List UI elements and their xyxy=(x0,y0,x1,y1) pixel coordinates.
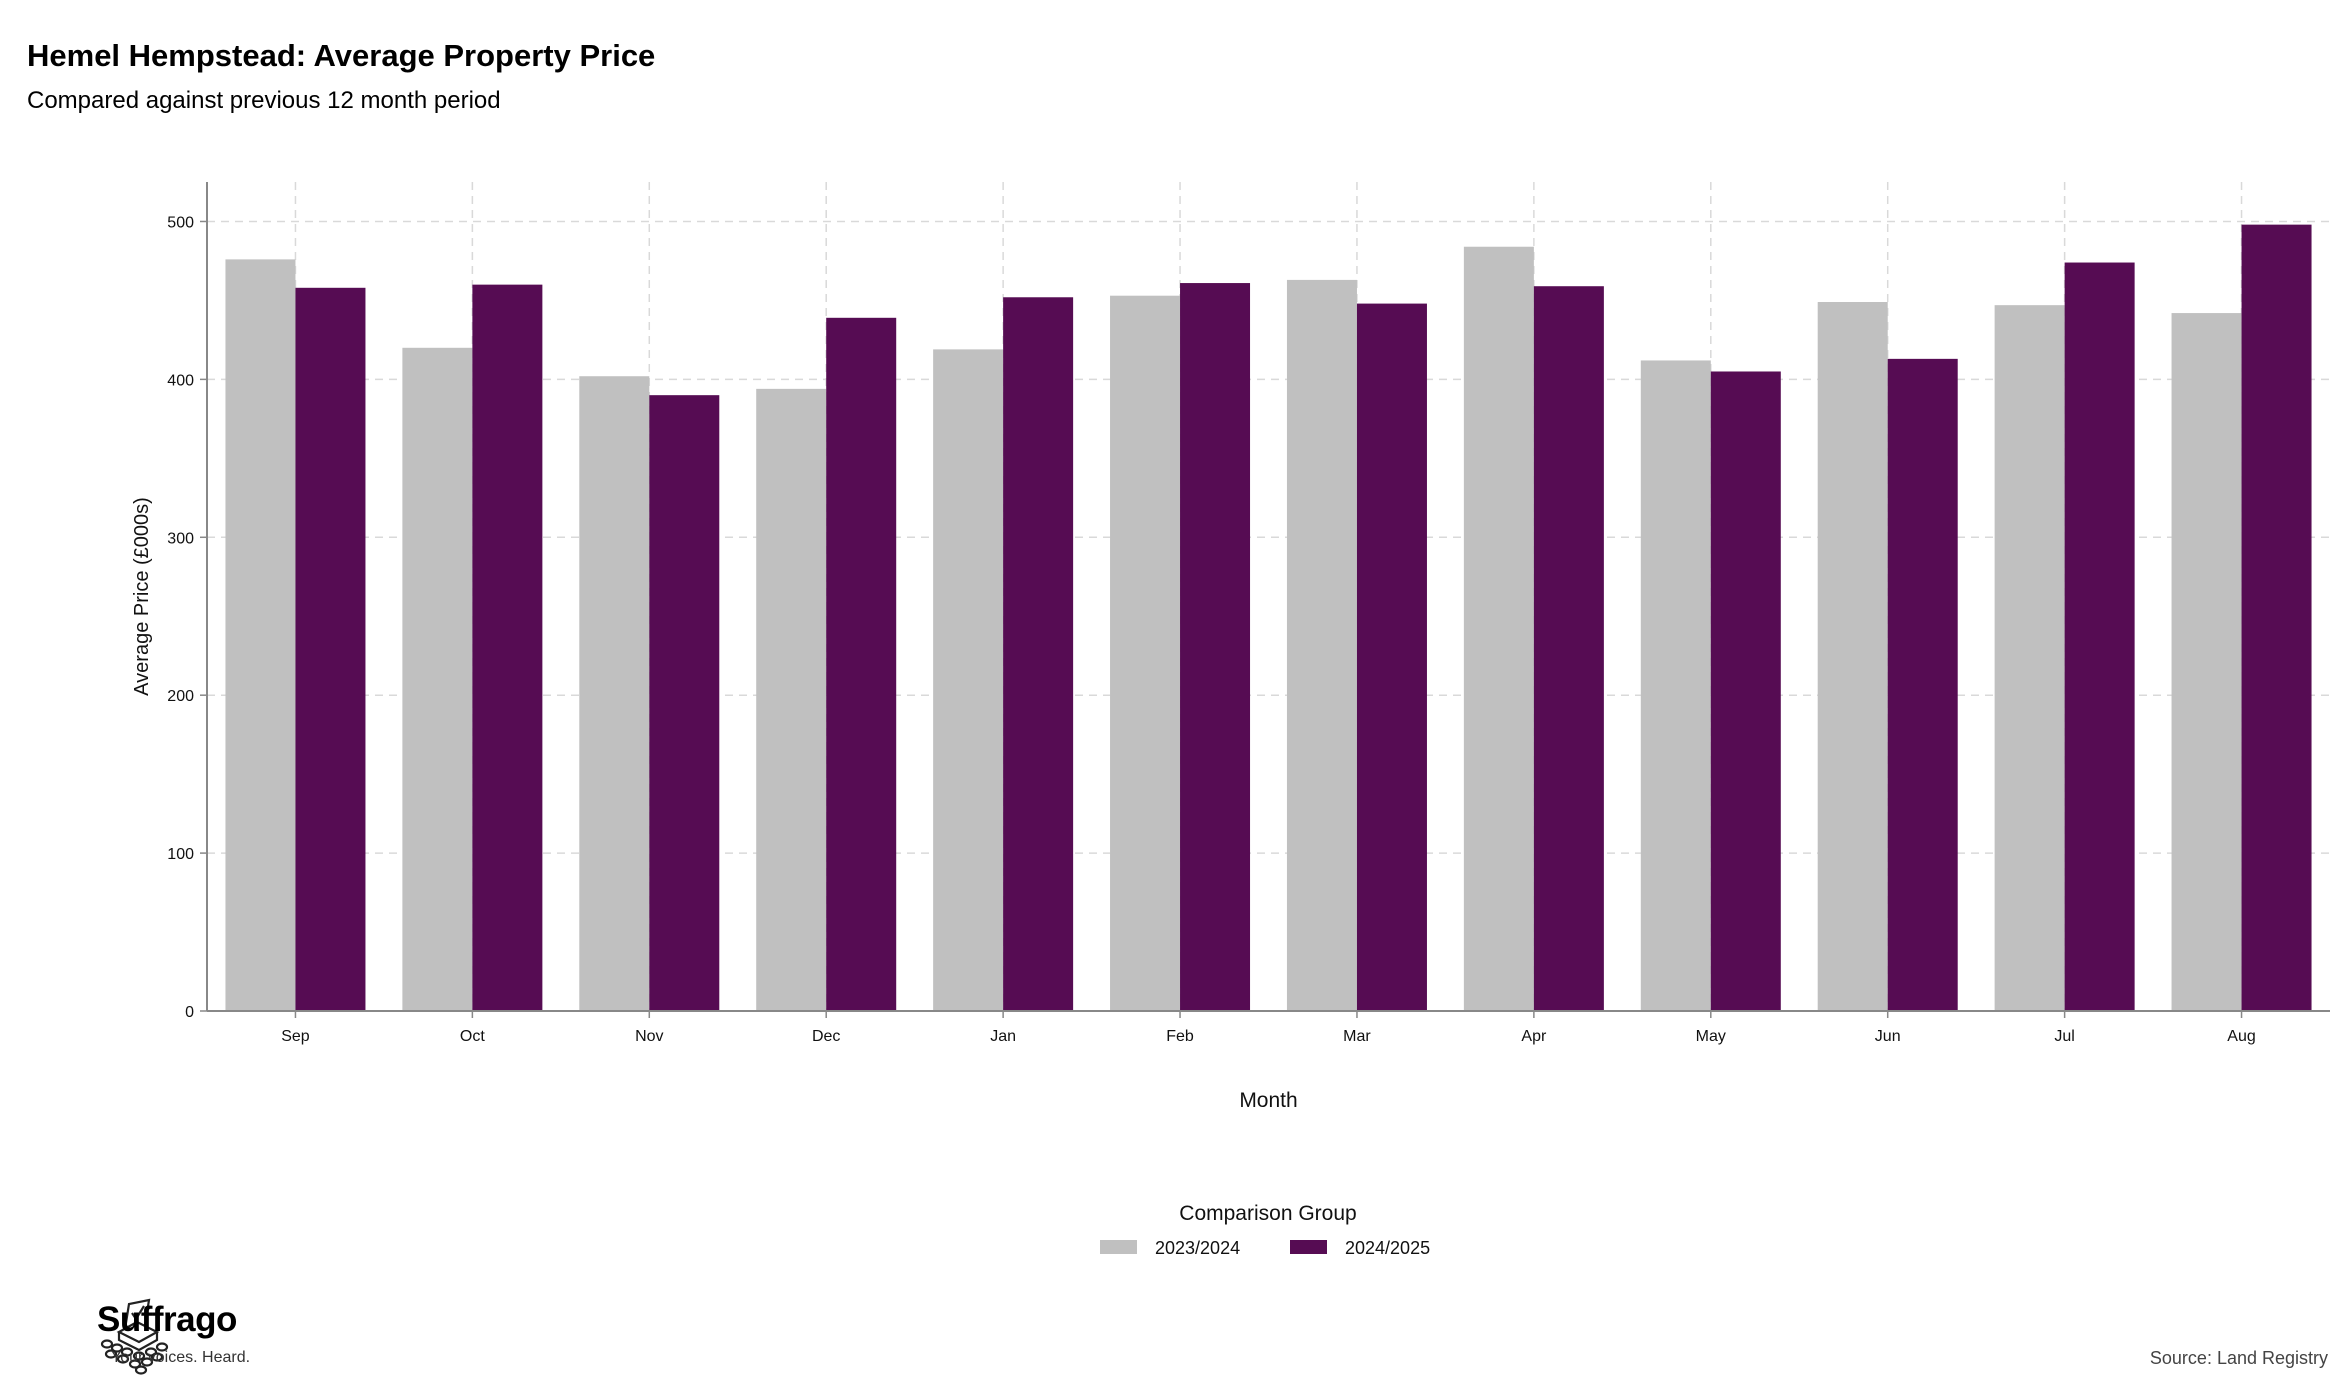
legend-swatch xyxy=(1100,1240,1137,1254)
x-tick-label: Jul xyxy=(2054,1028,2074,1045)
bar-2023-2024-aug xyxy=(2171,313,2242,1012)
bar-2023-2024-mar xyxy=(1286,279,1357,1011)
y-tick-label: 500 xyxy=(167,214,194,231)
bar-2024-2025-sep xyxy=(295,287,366,1011)
x-tick-label: Mar xyxy=(1343,1028,1371,1045)
bar-2024-2025-mar xyxy=(1356,303,1427,1011)
bar-2023-2024-jul xyxy=(1994,305,2065,1011)
source-note: Source: Land Registry xyxy=(2149,1348,2328,1368)
bar-2023-2024-dec xyxy=(756,388,827,1011)
legend-label: 2024/2025 xyxy=(1345,1238,1430,1258)
y-tick-label: 300 xyxy=(167,530,194,547)
y-tick-label: 200 xyxy=(167,688,194,705)
legend-title: Comparison Group xyxy=(1179,1202,1356,1225)
brand-tagline: Your voices. Heard. xyxy=(111,1349,251,1366)
y-tick-label: 100 xyxy=(167,846,194,863)
x-tick-label: Aug xyxy=(2227,1028,2255,1045)
bar-2024-2025-oct xyxy=(472,284,543,1012)
legend-swatch xyxy=(1290,1240,1327,1254)
bar-2024-2025-nov xyxy=(649,395,720,1012)
x-tick-label: Oct xyxy=(460,1028,485,1045)
y-tick-label: 400 xyxy=(167,372,194,389)
x-tick-label: Feb xyxy=(1166,1028,1194,1045)
bar-2024-2025-jan xyxy=(1003,297,1074,1011)
bar-2023-2024-may xyxy=(1640,360,1711,1011)
y-tick-label: 0 xyxy=(185,1004,194,1021)
bar-2023-2024-feb xyxy=(1110,295,1181,1012)
chart-subtitle: Compared against previous 12 month perio… xyxy=(27,87,501,114)
bar-2024-2025-jun xyxy=(1887,358,1958,1011)
bar-2024-2025-dec xyxy=(826,317,897,1011)
bar-2023-2024-apr xyxy=(1463,246,1534,1011)
y-axis-title: Average Price (£000s) xyxy=(131,497,153,696)
x-tick-label: Jan xyxy=(990,1028,1016,1045)
bar-2023-2024-oct xyxy=(402,347,473,1011)
x-tick-label: Nov xyxy=(635,1028,663,1045)
chart-title: Hemel Hempstead: Average Property Price xyxy=(27,38,656,73)
x-tick-label: May xyxy=(1696,1028,1726,1045)
bar-2023-2024-nov xyxy=(579,376,650,1011)
bar-2024-2025-may xyxy=(1710,371,1781,1011)
bar-2024-2025-jul xyxy=(2064,262,2135,1011)
legend-label: 2023/2024 xyxy=(1155,1238,1240,1258)
brand-name: Suffrago xyxy=(97,1300,237,1339)
ballot-box-logo-icon xyxy=(100,1298,169,1375)
x-tick-label: Apr xyxy=(1521,1028,1547,1045)
x-tick-label: Sep xyxy=(281,1028,310,1045)
bar-2024-2025-feb xyxy=(1180,283,1251,1011)
x-tick-label: Jun xyxy=(1875,1028,1901,1045)
bar-2024-2025-apr xyxy=(1533,286,1604,1011)
x-axis-title: Month xyxy=(1239,1089,1297,1112)
bar-2023-2024-jun xyxy=(1817,302,1888,1011)
x-tick-label: Dec xyxy=(812,1028,840,1045)
bar-2023-2024-sep xyxy=(225,259,296,1012)
bar-2023-2024-jan xyxy=(933,349,1004,1012)
bar-2024-2025-aug xyxy=(2241,224,2312,1012)
